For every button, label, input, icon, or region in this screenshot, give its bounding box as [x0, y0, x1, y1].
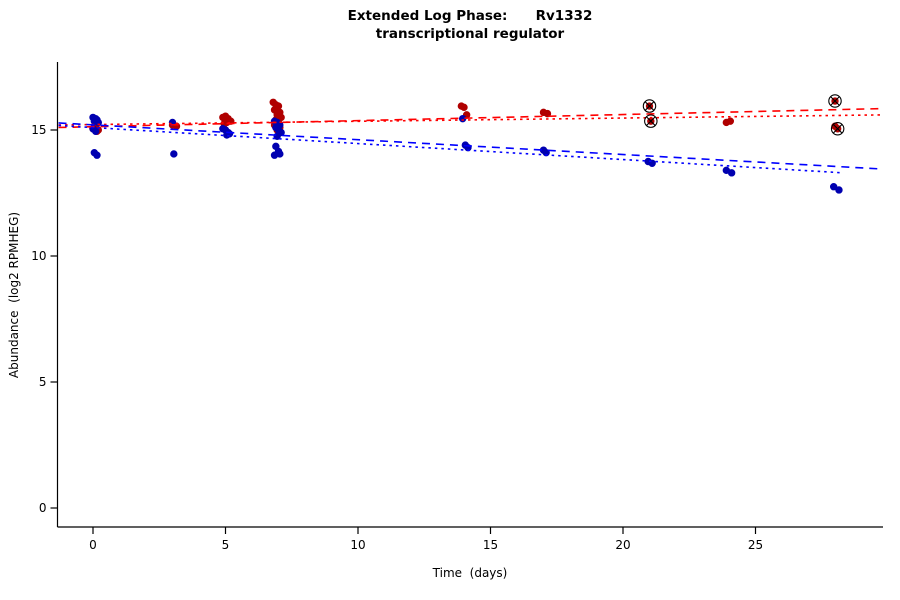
blue-condition-point	[835, 186, 843, 194]
outlier-marker-circle	[830, 121, 845, 136]
y-tick-label: 10	[31, 249, 46, 263]
x-tick-label: 5	[222, 538, 230, 552]
red-dotted-fit	[58, 114, 883, 126]
outlier-marker-x	[832, 123, 843, 134]
y-tick-label: 0	[39, 501, 47, 515]
x-tick-label: 15	[483, 538, 498, 552]
outlier-marker-circle	[644, 114, 658, 128]
outlier-marker-x	[646, 116, 656, 126]
x-tick-label: 25	[748, 538, 763, 552]
blue-condition-point	[91, 127, 100, 135]
outlier-marker-x	[830, 96, 840, 106]
x-tick-label: 20	[615, 538, 630, 552]
chart-subtitle: transcriptional regulator	[375, 26, 565, 42]
y-tick-label: 15	[31, 123, 46, 137]
blue-condition-point	[93, 151, 101, 159]
red-condition-point	[543, 109, 552, 118]
chart-title: Extended Log Phase: Rv1332	[347, 8, 593, 24]
red-condition-point	[726, 117, 735, 125]
y-tick-label: 5	[39, 375, 47, 389]
blue-condition-point	[270, 151, 279, 159]
x-axis-label: Time (days)	[432, 566, 508, 580]
blue-dotted-fit	[58, 124, 843, 174]
blue-condition-point	[727, 169, 736, 177]
outlier-marker-x	[644, 101, 655, 111]
outlier-marker-circle	[828, 94, 842, 108]
x-tick-label: 10	[350, 538, 365, 552]
red-dashed-fit	[58, 107, 883, 129]
x-tick-label: 0	[89, 538, 97, 552]
blue-dashed-fit	[58, 122, 883, 170]
red-condition-point	[460, 103, 468, 112]
blue-condition-point	[170, 150, 178, 158]
outlier-marker-circle	[642, 99, 657, 113]
blue-condition-point	[829, 183, 838, 191]
